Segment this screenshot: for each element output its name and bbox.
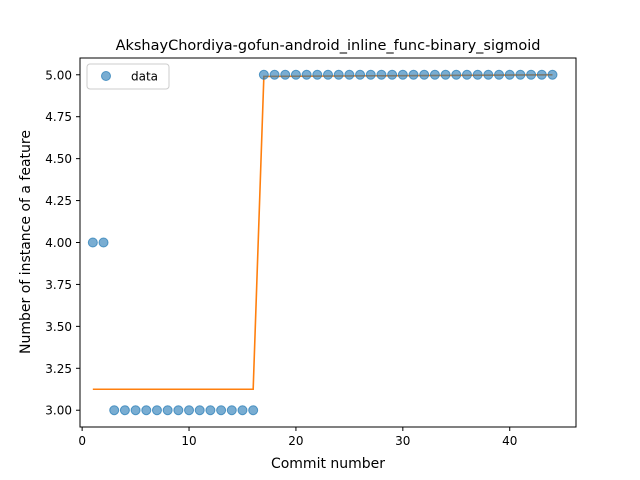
data-point (461, 69, 472, 80)
data-point (515, 69, 526, 80)
data-point (290, 69, 301, 80)
data-point (258, 69, 269, 80)
x-tick-label: 40 (502, 434, 517, 448)
data-point (333, 69, 344, 80)
data-point (376, 69, 387, 80)
data-point (408, 69, 419, 80)
data-point (151, 405, 162, 416)
y-tick-label: 3.75 (45, 278, 72, 292)
data-point (237, 405, 248, 416)
legend: data (86, 63, 170, 90)
data-point (205, 405, 216, 416)
data-point (119, 405, 130, 416)
data-point (141, 405, 152, 416)
data-point (109, 405, 120, 416)
plot-area (87, 69, 558, 416)
data-point (472, 69, 483, 80)
data-point (397, 69, 408, 80)
data-point (526, 69, 537, 80)
data-point (419, 69, 430, 80)
data-point (226, 405, 237, 416)
y-axis: 3.00 3.25 3.50 3.75 4.00 4.25 4.50 4.75 5.00 (45, 68, 80, 418)
y-tick-label: 4.00 (45, 236, 72, 250)
data-point (98, 237, 109, 248)
x-tick-label: 0 (78, 434, 86, 448)
data-point (504, 69, 515, 80)
data-point (440, 69, 451, 80)
data-point (323, 69, 333, 80)
x-tick-label: 20 (288, 434, 303, 448)
data-point (312, 69, 323, 80)
y-axis-label: Number of instance of a feature (18, 130, 34, 354)
data-point (248, 405, 259, 416)
y-tick-label: 4.75 (45, 110, 72, 124)
y-tick-label: 4.50 (45, 152, 72, 166)
y-tick-label: 4.25 (45, 194, 72, 208)
data-point (130, 405, 141, 416)
x-axis-label: Commit number (271, 456, 385, 472)
series-line-1 (92, 73, 553, 391)
y-tick-label: 5.00 (45, 68, 72, 82)
data-point (547, 69, 558, 80)
data-point (483, 69, 494, 80)
data-point (355, 69, 366, 80)
legend-marker-data (101, 71, 111, 81)
data-point (365, 69, 376, 80)
chart-title: AkshayChordiya-gofun-android_inline_func… (116, 38, 541, 54)
data-point (87, 237, 98, 248)
data-point (451, 69, 462, 80)
data-point (344, 69, 355, 80)
data-point (216, 405, 227, 416)
x-tick-label: 10 (181, 434, 196, 448)
y-tick-label: 3.00 (45, 404, 72, 418)
legend-label-data: data (131, 70, 158, 84)
data-point (173, 405, 184, 416)
legend-frame (86, 63, 170, 90)
data-point (184, 405, 195, 416)
y-tick-label: 3.25 (45, 362, 72, 376)
data-point (429, 69, 440, 80)
data-point (387, 69, 398, 80)
data-point (194, 405, 205, 416)
data-point (269, 69, 280, 80)
data-point (301, 69, 312, 80)
data-point (162, 405, 173, 416)
data-point (494, 69, 505, 80)
data-point (536, 69, 547, 80)
data-point (280, 69, 291, 80)
x-axis: 0 10 20 30 40 (78, 427, 517, 448)
y-tick-label: 3.50 (45, 320, 72, 334)
x-tick-label: 30 (395, 434, 410, 448)
